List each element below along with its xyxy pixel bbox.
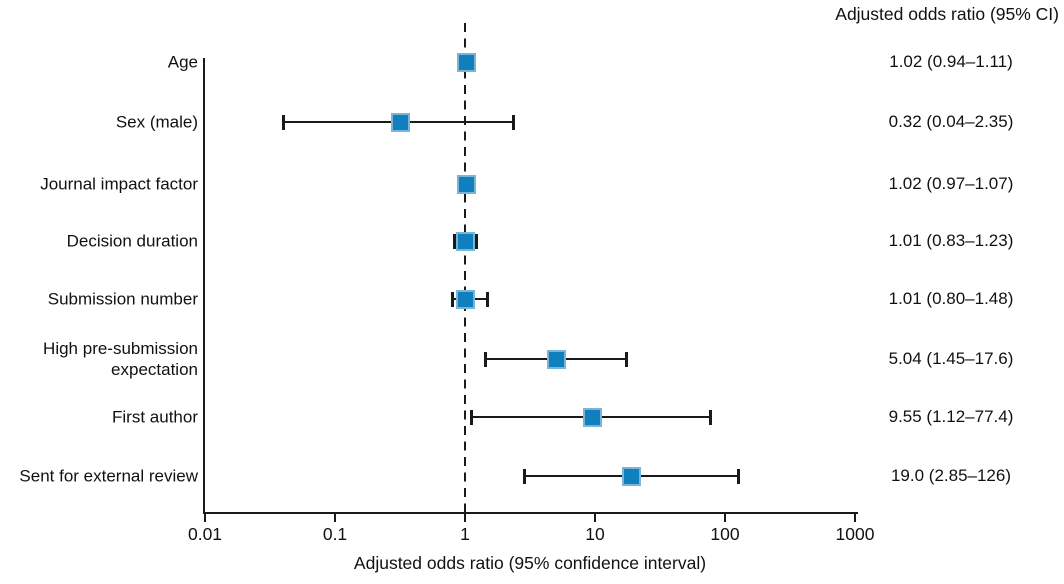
- x-tick: [854, 514, 856, 522]
- row-label: Decision duration: [66, 231, 198, 251]
- x-tick: [724, 514, 726, 522]
- estimate-marker: [456, 52, 476, 72]
- x-tick: [204, 514, 206, 522]
- row-label: Sent for external review: [19, 466, 198, 486]
- ci-cap-left: [522, 468, 526, 484]
- ci-cap-right: [485, 291, 489, 307]
- right-column-header: Adjusted odds ratio (95% CI): [835, 4, 1059, 24]
- estimate-marker: [456, 174, 476, 194]
- ci-cap-left: [450, 291, 454, 307]
- ci-cap-right: [736, 468, 740, 484]
- x-tick-label: 0.01: [187, 524, 223, 544]
- ci-cap-right: [511, 114, 515, 130]
- estimate-marker: [546, 349, 566, 369]
- x-tick-label: 100: [710, 524, 740, 544]
- estimate-marker: [391, 112, 411, 132]
- ci-cap-left: [469, 409, 473, 425]
- row-label: Sex (male): [115, 112, 198, 132]
- x-axis-line: [203, 512, 858, 514]
- x-tick-label: 10: [585, 524, 605, 544]
- ci-cap-right: [709, 409, 713, 425]
- x-tick-label: 1: [460, 524, 470, 544]
- x-tick: [334, 514, 336, 522]
- value-label: 19.0 (2.85–126): [890, 466, 1012, 485]
- estimate-marker: [582, 407, 602, 427]
- y-axis-line: [203, 58, 205, 514]
- value-label: 5.04 (1.45–17.6): [888, 349, 1014, 368]
- x-tick: [594, 514, 596, 522]
- row-label: Journal impact factor: [40, 174, 198, 194]
- value-label: 1.01 (0.80–1.48): [888, 289, 1014, 308]
- value-label: 1.01 (0.83–1.23): [888, 231, 1014, 250]
- estimate-marker: [621, 466, 641, 486]
- row-label: First author: [112, 407, 198, 427]
- ci-cap-right: [625, 351, 629, 367]
- value-label: 1.02 (0.97–1.07): [888, 174, 1014, 193]
- ci-cap-right: [475, 233, 479, 249]
- row-label: High pre-submission expectation: [43, 339, 198, 379]
- value-label: 9.55 (1.12–77.4): [888, 407, 1014, 426]
- x-axis-title: Adjusted odds ratio (95% confidence inte…: [353, 553, 707, 573]
- row-label: Age: [167, 52, 198, 72]
- value-label: 0.32 (0.04–2.35): [888, 112, 1014, 131]
- row-label: Submission number: [47, 289, 198, 309]
- ci-cap-left: [281, 114, 285, 130]
- x-tick-label: 0.1: [322, 524, 348, 544]
- reference-line-dashed: [463, 23, 467, 513]
- ci-cap-left: [452, 233, 456, 249]
- x-tick-label: 1000: [835, 524, 875, 544]
- estimate-marker: [456, 289, 476, 309]
- value-label: 1.02 (0.94–1.11): [889, 52, 1013, 71]
- estimate-marker: [456, 231, 476, 251]
- ci-cap-left: [484, 351, 488, 367]
- x-tick: [464, 514, 466, 522]
